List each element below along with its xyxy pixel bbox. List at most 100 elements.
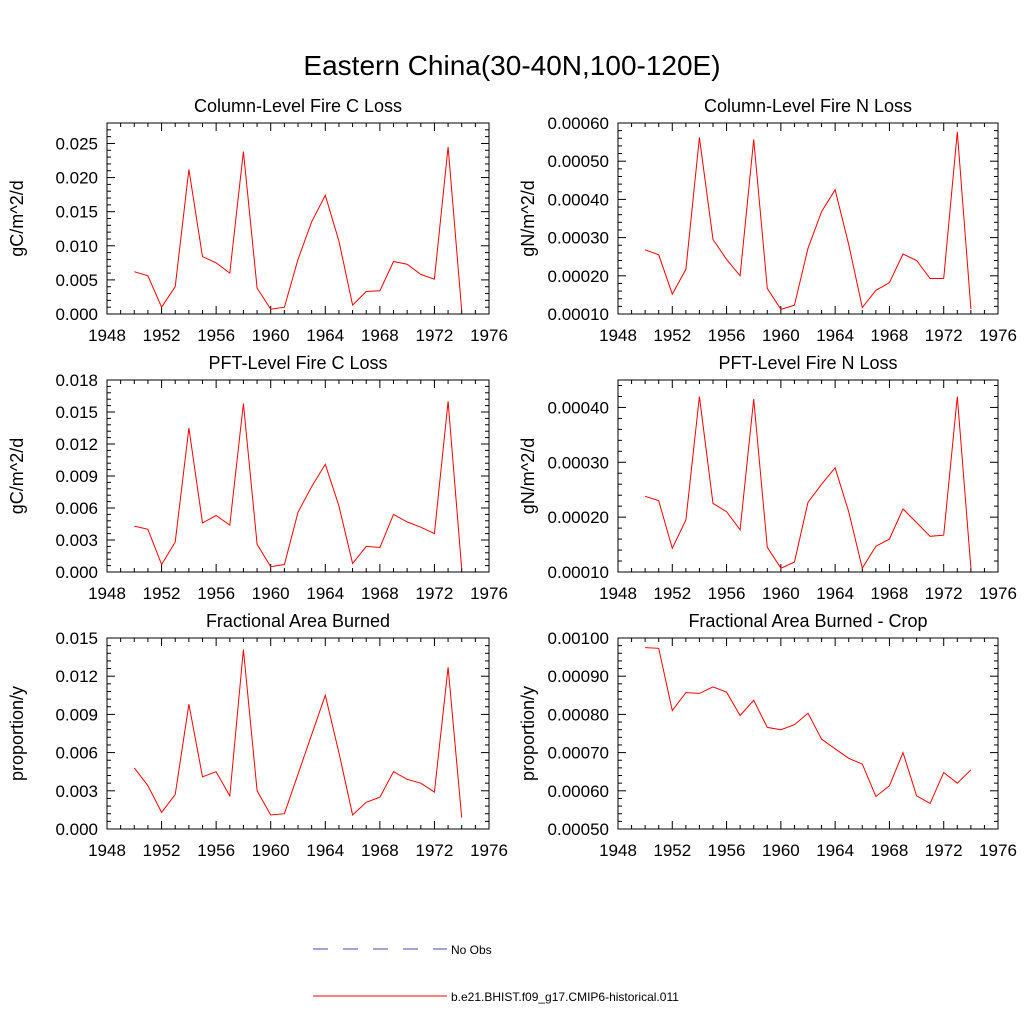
y-tick-label: 0.00010	[548, 563, 609, 582]
panel-title: Fractional Area Burned	[206, 611, 390, 631]
y-axis-label: gC/m^2/d	[7, 180, 27, 256]
x-tick-label: 1972	[925, 841, 963, 860]
x-tick-label: 1952	[143, 584, 181, 603]
y-tick-label: 0.000	[55, 563, 98, 582]
series-line	[645, 647, 972, 805]
y-tick-label: 0.005	[55, 271, 98, 290]
y-tick-label: 0.00020	[548, 267, 609, 286]
series-line	[134, 146, 463, 311]
y-tick-label: 0.010	[55, 237, 98, 256]
chart-panel: Column-Level Fire C Loss gC/m^2/d 1948 1952…	[7, 96, 508, 345]
x-tick-label: 1956	[708, 841, 746, 860]
x-tick-label: 1956	[708, 584, 746, 603]
figure-title: Eastern China(30-40N,100-120E)	[303, 50, 720, 81]
x-tick-label: 1972	[925, 584, 963, 603]
y-tick-label: 0.00030	[548, 229, 609, 248]
x-tick-label: 1952	[653, 326, 691, 345]
x-tick-label: 1960	[252, 841, 290, 860]
x-tick-label: 1964	[306, 584, 344, 603]
plot-frame	[106, 637, 490, 830]
x-tick-label: 1968	[361, 326, 399, 345]
y-tick-label: 0.00100	[548, 629, 609, 648]
series-line	[134, 401, 463, 569]
x-tick-label: 1976	[979, 584, 1017, 603]
x-tick-label: 1964	[816, 584, 854, 603]
chart-panel: Fractional Area Burned proportion/y 1948 19…	[7, 611, 508, 860]
plot-frame	[617, 637, 999, 830]
x-tick-label: 1964	[306, 841, 344, 860]
x-tick-label: 1972	[416, 584, 454, 603]
y-tick-label: 0.00090	[548, 667, 609, 686]
x-tick-label: 1964	[816, 841, 854, 860]
y-tick-label: 0.00040	[548, 398, 609, 417]
y-tick-label: 0.000	[55, 305, 98, 324]
x-tick-label: 1956	[197, 841, 235, 860]
y-tick-label: 0.015	[55, 629, 98, 648]
chart-panel: Column-Level Fire N Loss gN/m^2/d 1948 1952…	[518, 96, 1017, 345]
x-tick-label: 1952	[653, 841, 691, 860]
y-tick-label: 0.006	[55, 499, 98, 518]
y-tick-label: 0.009	[55, 467, 98, 486]
panel-title: PFT-Level Fire N Loss	[718, 353, 897, 373]
y-tick-label: 0.00060	[548, 114, 609, 133]
x-tick-label: 1968	[871, 584, 909, 603]
x-tick-label: 1976	[470, 584, 508, 603]
legend: No Obs b.e21.BHIST.f09_g17.CMIP6-historic…	[313, 943, 679, 1004]
x-tick-label: 1952	[143, 841, 181, 860]
y-tick-label: 0.020	[55, 169, 98, 188]
x-tick-label: 1948	[88, 326, 126, 345]
y-tick-label: 0.00030	[548, 453, 609, 472]
x-tick-label: 1948	[599, 326, 637, 345]
x-tick-label: 1948	[88, 841, 126, 860]
plot-frame	[106, 379, 490, 573]
x-tick-label: 1960	[252, 326, 290, 345]
series-line	[133, 649, 463, 818]
panel-title: Column-Level Fire N Loss	[704, 96, 912, 116]
y-tick-label: 0.012	[55, 435, 98, 454]
x-tick-label: 1964	[306, 326, 344, 345]
x-tick-label: 1964	[816, 326, 854, 345]
y-tick-label: 0.00020	[548, 508, 609, 527]
y-tick-label: 0.000	[55, 820, 98, 839]
y-tick-label: 0.012	[55, 667, 98, 686]
x-tick-label: 1960	[252, 584, 290, 603]
x-tick-label: 1948	[599, 584, 637, 603]
x-tick-label: 1956	[197, 584, 235, 603]
x-tick-label: 1956	[708, 326, 746, 345]
y-tick-label: 0.00060	[548, 782, 609, 801]
x-tick-label: 1948	[599, 841, 637, 860]
chart-panel: Fractional Area Burned - Crop proportion/…	[518, 611, 1017, 860]
x-tick-label: 1948	[88, 584, 126, 603]
y-tick-label: 0.00010	[548, 305, 609, 324]
y-axis-label: proportion/y	[7, 686, 27, 781]
y-axis-label: gC/m^2/d	[7, 438, 27, 514]
x-tick-label: 1952	[653, 584, 691, 603]
legend-label: No Obs	[451, 943, 492, 957]
x-tick-label: 1968	[361, 584, 399, 603]
x-tick-label: 1960	[762, 584, 800, 603]
x-tick-label: 1976	[979, 841, 1017, 860]
chart-panels: Column-Level Fire C Loss gC/m^2/d 1948 1952…	[7, 96, 1017, 860]
legend-label: b.e21.BHIST.f09_g17.CMIP6-historical.011	[451, 990, 679, 1004]
y-tick-label: 0.025	[55, 134, 98, 153]
x-tick-label: 1968	[871, 326, 909, 345]
y-tick-label: 0.00050	[548, 820, 609, 839]
panel-title: Fractional Area Burned - Crop	[688, 611, 927, 631]
series-line	[644, 396, 972, 570]
y-axis-label: gN/m^2/d	[518, 180, 538, 256]
x-tick-label: 1972	[416, 841, 454, 860]
x-tick-label: 1976	[979, 326, 1017, 345]
x-tick-label: 1972	[925, 326, 963, 345]
y-tick-label: 0.015	[55, 203, 98, 222]
x-tick-label: 1976	[470, 326, 508, 345]
x-tick-label: 1976	[470, 841, 508, 860]
plot-frame	[106, 122, 490, 315]
x-tick-label: 1956	[197, 326, 235, 345]
y-tick-label: 0.006	[55, 744, 98, 763]
y-tick-label: 0.015	[55, 403, 98, 422]
x-tick-label: 1960	[762, 841, 800, 860]
x-tick-label: 1952	[143, 326, 181, 345]
y-tick-label: 0.00070	[548, 744, 609, 763]
panel-title: Column-Level Fire C Loss	[194, 96, 402, 116]
